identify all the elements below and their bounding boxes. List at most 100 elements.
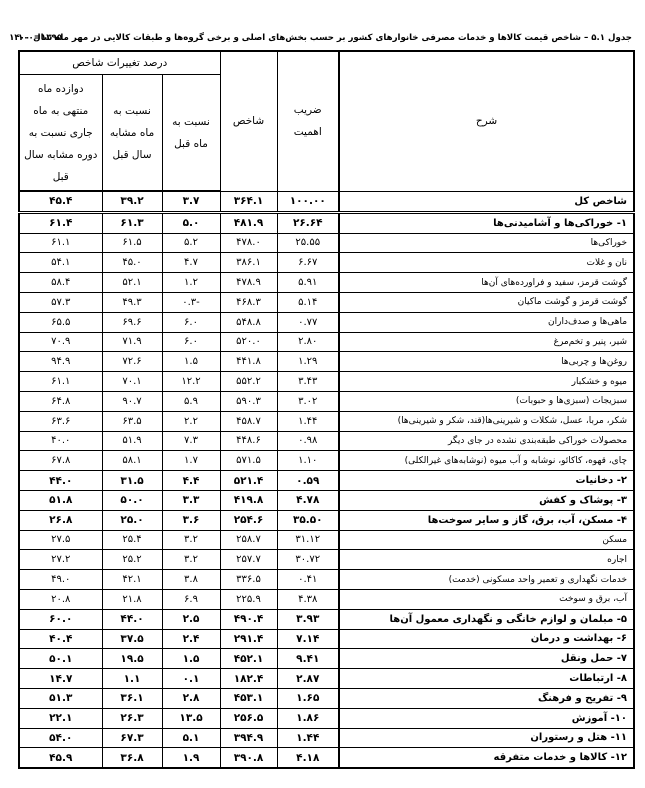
cell: ۳۶.۱ [101,687,163,709]
row-label: ۴- مسکن، آب، برق، گاز و سایر سوخت‌ها [338,509,635,531]
table-row: شیر، پنیر و تخم‌مرغ ۲.۸۰ ۵۲۰.۰ ۶.۰ ۷۱.۹ ۷۰.۹ [18,331,635,353]
row-label: نان و غلات [338,252,635,274]
cell: ۳.۹۳ [276,608,340,630]
cell: ۶۵.۵ [18,311,103,333]
cell: ۲۵.۰ [101,509,163,531]
row-label: چای، قهوه، کاکائو، نوشابه و آب میوه (نوش… [338,450,635,472]
cell: ۴.۴ [161,470,221,491]
table-row: ۱۰- آموزش ۱.۸۶ ۲۵۶.۵ ۱۳.۵ ۲۶.۳ ۲۲.۱ [18,707,635,729]
table-row: نان و غلات ۶.۶۷ ۳۸۶.۱ ۴.۷ ۴۵.۰ ۵۴.۱ [18,252,635,274]
cell: ۳.۲ [161,549,221,571]
row-label: گوشت قرمز، سفید و فراورده‌های آن‌ها [338,272,635,293]
cell: ۴۴۱.۸ [219,351,278,373]
cell: ۴۴.۰ [101,608,163,630]
cell: ۳۸۶.۱ [219,252,278,274]
row-label: محصولات خوراکی طبقه‌بندی نشده در جای دیگ… [338,430,635,452]
cell: ۱.۱۰ [276,450,340,472]
row-label: ۶- بهداشت و درمان [338,628,635,650]
caption: جدول ۵.۱ – شاخص قیمت کالاها و خدمات مصرف… [9,33,632,47]
row-label: ۲- دخانیات [338,470,635,491]
cell: ۴۷۸.۰ [219,232,278,254]
cell: ۲.۵ [161,608,221,630]
table-row: میوه و خشکبار ۳.۴۳ ۵۵۲.۲ ۱۲.۲ ۷۰.۱ ۶۱.۱ [18,371,635,392]
cell: ۱۰۰.۰۰ [276,190,340,214]
cell: ۵۴۸.۸ [219,311,278,333]
row-label: ۱- خوراکی‌ها و آشامیدنی‌ها [338,211,635,234]
cell: ۰.۱ [161,668,221,689]
table-row: روغن‌ها و چربی‌ها ۱.۲۹ ۴۴۱.۸ ۱.۵ ۷۲.۶ ۹۴.۹ [18,351,635,373]
cell: ۶۱.۱ [18,371,103,392]
cell: ۶۱.۱ [18,232,103,254]
table-row: ۸- ارتباطات ۲.۸۷ ۱۸۲.۴ ۰.۱ ۱.۱ ۱۴.۷ [18,668,635,689]
row-label: میوه و خشکبار [338,371,635,392]
cell: ۰.۵۹ [276,470,340,491]
cell: ۴.۳۸ [276,588,340,610]
row-label: روغن‌ها و چربی‌ها [338,351,635,373]
cell: ۷۰.۹ [18,331,103,353]
cell: ۵۰.۱ [18,648,103,670]
table-row: ۲- دخانیات ۰.۵۹ ۵۲۱.۴ ۴.۴ ۳۱.۵ ۴۴.۰ [18,470,635,491]
cell: ۳۱.۵ [101,470,163,491]
table-row: شاخص کل ۱۰۰.۰۰ ۳۶۴.۱ ۳.۷ ۳۹.۲ ۴۵.۴ [18,190,635,214]
column-header: شاخص [219,50,278,192]
cell: ۱.۲ [161,272,221,293]
cell: ۲.۸۰ [276,331,340,353]
cell: ۳.۷ [161,190,221,214]
cell: ۹۰.۷ [101,390,163,412]
cell: ۵۴.۱ [18,252,103,274]
cell: ۵۴.۰ [18,727,103,749]
cell: ۶۷.۸ [18,450,103,472]
table-row: ۱- خوراکی‌ها و آشامیدنی‌ها ۲۶.۶۴ ۴۸۱.۹ ۵.۰ ۶… [18,211,635,234]
table-row: سبزیجات (سبزی‌ها و حبوبات) ۳.۰۲ ۵۹۰.۳ ۵.۹ ۹۰… [18,390,635,412]
cell: ۶.۹ [161,588,221,610]
row-label: ۱۲- کالاها و خدمات متفرقه [338,747,635,769]
cell: ۳.۴۳ [276,371,340,392]
column-header: نسبت به ماه قبل [161,74,221,192]
cell: ۲۲۵.۹ [219,588,278,610]
cell: ۵۹۰.۳ [219,390,278,412]
table-row: گوشت قرمز، سفید و فراورده‌های آن‌ها ۵.۹۱ ۴… [18,272,635,293]
cell: ۲۵.۲ [101,549,163,571]
cell: ۲۵۷.۷ [219,549,278,571]
table-row: ماهی‌ها و صدف‌داران ۰.۷۷ ۵۴۸.۸ ۶.۰ ۶۹.۶ ۶۵.۵ [18,311,635,333]
cell: ۴۰.۰ [18,430,103,452]
row-label: ۸- ارتباطات [338,668,635,689]
cell: ۵۱.۹ [101,430,163,452]
cell: ۳۷.۵ [101,628,163,650]
table-row: اجاره ۳۰.۷۲ ۲۵۷.۷ ۳.۲ ۲۵.۲ ۲۷.۲ [18,549,635,571]
cell: ۰.۹۸ [276,430,340,452]
cell: ۶۱.۳ [101,211,163,234]
cell: ۵۲۱.۴ [219,470,278,491]
row-label: خدمات نگهداری و تعمیر واحد مسکونی (خدمت) [338,569,635,590]
cell: ۴۵.۴ [18,190,103,214]
cell: ۳۰.۷۲ [276,549,340,571]
table-title: جدول ۵.۱ – شاخص قیمت کالاها و خدمات مصرف… [9,33,632,43]
cell: ۱.۵ [161,351,221,373]
cell: ۳.۶ [161,509,221,531]
cell: ۵.۹۱ [276,272,340,293]
cell: ۶.۰ [161,311,221,333]
row-label: ۹- تفریح و فرهنگ [338,687,635,709]
cell: ۴۶۸.۳ [219,291,278,313]
cell: ۵۵۲.۲ [219,371,278,392]
cell: ۳۶۴.۱ [219,190,278,214]
cell: ۳۱.۱۲ [276,529,340,551]
cell: ۱.۵ [161,648,221,670]
cell: ۶۳.۶ [18,410,103,432]
cell: ۴۹.۳ [101,291,163,313]
cell: ۴۵۲.۱ [219,648,278,670]
cell: ۱.۸۶ [276,707,340,729]
row-label: آب، برق و سوخت [338,588,635,610]
table-row: محصولات خوراکی طبقه‌بندی نشده در جای دیگ… [18,430,635,452]
cell: ۵.۱۴ [276,291,340,313]
cell: ۴۷۸.۹ [219,272,278,293]
table-row: مسکن ۳۱.۱۲ ۲۵۸.۷ ۳.۲ ۲۵.۴ ۲۷.۵ [18,529,635,551]
cell: ۱.۴۴ [276,410,340,432]
cell: ۴۵.۹ [18,747,103,769]
cell: ۳۹.۲ [101,190,163,214]
cell: ۳۹۰.۸ [219,747,278,769]
cell: ۳۵.۵۰ [276,509,340,531]
base-year: ۱۳۹۵=۱۰۰ [18,33,62,43]
cell: ۲۵۸.۷ [219,529,278,551]
cell: ۶۴.۸ [18,390,103,412]
